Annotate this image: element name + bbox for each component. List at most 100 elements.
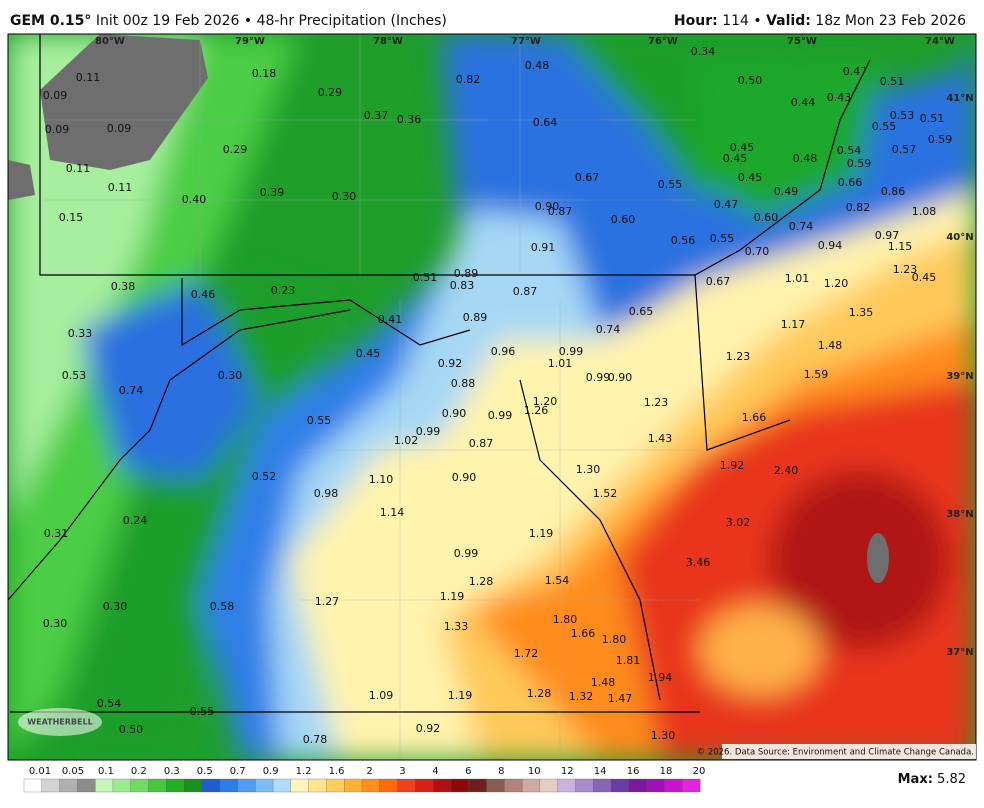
longitude-label: 79°W [235,36,265,47]
precip-label: 0.30 [218,369,243,382]
precip-label: 0.97 [875,229,900,242]
precip-label: 1.43 [648,432,673,445]
latitude-label: 37°N [946,647,973,658]
precip-label: 1.19 [440,590,465,603]
precip-label: 0.47 [843,65,868,78]
header-left: GEM 0.15° Init 00z 19 Feb 2026 • 48-hr P… [10,13,447,29]
precip-label: 1.14 [380,506,405,519]
precip-label: 1.19 [448,689,473,702]
precip-label: 0.51 [880,75,905,88]
precip-label: 0.09 [43,89,68,102]
precip-label: 0.82 [456,73,481,86]
precip-label: 0.51 [413,271,438,284]
precip-label: 0.90 [442,407,467,420]
precip-label: 0.11 [76,71,101,84]
precip-label: 0.89 [463,311,488,324]
colorbar-swatch [183,778,203,793]
precip-label: 0.11 [108,181,133,194]
precip-label: 0.34 [691,45,716,58]
max: Max: 5.82 [898,772,966,787]
max-label: Max: [898,772,933,787]
precip-label: 0.36 [397,113,422,126]
latitude-label: 39°N [946,371,973,382]
colorbar-swatch [308,778,327,793]
colorbar-swatch [433,778,452,793]
colorbar-label: 0.01 [29,766,51,777]
precip-label: 0.23 [271,284,296,297]
precip-label: 1.80 [602,633,627,646]
precip-label: 0.96 [491,345,516,358]
precip-label: 0.37 [364,109,389,122]
colorbar-swatch [628,778,648,793]
logo: WEATHERBELL [27,718,92,727]
colorbar-swatch [344,778,363,793]
colorbar-label: 10 [528,766,541,777]
precip-label: 1.09 [369,689,394,702]
colorbar-label: 0.05 [62,766,84,777]
colorbar-swatch [468,778,487,793]
colorbar-swatch [237,778,256,793]
precip-label: 1.15 [888,240,913,253]
precip-label: 1.08 [912,205,937,218]
colorbar-swatch [130,778,149,793]
precip-label: 0.98 [314,487,339,500]
precip-label: 0.46 [191,288,216,301]
precip-label: 1.32 [569,690,594,703]
colorbar-swatch [361,778,381,793]
longitude-label: 75°W [787,36,817,47]
precip-label: 0.87 [513,285,538,298]
precip-label: 1.23 [893,263,918,276]
precip-label: 0.60 [611,213,636,226]
precip-label: 0.89 [454,267,479,280]
map-frame [7,33,977,761]
precip-label: 1.80 [553,613,578,626]
precip-label: 1.72 [514,647,539,660]
precip-label: 0.55 [658,178,683,191]
colorbar-label: 0.5 [197,766,213,777]
precip-label: 1.94 [648,671,673,684]
precip-label: 0.45 [723,152,748,165]
precip-label: 1.66 [742,411,767,424]
precip-label: 0.70 [745,245,770,258]
colorbar-swatch [504,778,523,793]
precip-label: 0.18 [252,67,277,80]
colorbar-label: 3 [399,766,405,777]
colorbar-swatch [646,778,665,793]
precip-label: 0.48 [793,152,818,165]
hour: 114 [722,13,749,29]
precip-label: 0.51 [920,112,945,125]
colorbar-label: 0.3 [164,766,180,777]
precip-label: 0.31 [44,527,69,540]
precip-label: 0.45 [356,347,381,360]
precip-label: 0.39 [260,186,285,199]
precip-label: 0.30 [43,617,68,630]
logo-bg [18,708,102,736]
precip-label: 1.54 [545,574,570,587]
colorbar-swatch [112,778,132,793]
colorbar-label: 6 [465,766,471,777]
precip-label: 1.28 [469,575,494,588]
precip-label: 1.23 [726,350,751,363]
latitude-label: 41°N [946,93,973,104]
colorbar-swatch [255,778,274,793]
precip-label: 0.64 [533,116,558,129]
precip-label: 0.54 [837,144,862,157]
colorbar-swatch [397,778,416,793]
precip-label: 0.09 [107,122,132,135]
precip-label: 1.10 [369,473,394,486]
precip-label: 1.20 [824,277,849,290]
colorbar-swatch [290,778,310,793]
precip-label: 1.30 [651,729,676,742]
credit-bg [722,744,976,759]
precip-label: 1.48 [818,339,843,352]
precip-label: 1.23 [644,396,669,409]
header-right: Hour: 114 • Valid: 18z Mon 23 Feb 2026 [674,13,966,29]
colorbar-label: 0.1 [98,766,114,777]
precip-label: 0.47 [714,198,739,211]
latitude-label: 40°N [946,232,973,243]
precip-label: 0.49 [774,185,799,198]
credit: © 2026. Data Source: Environment and Cli… [697,748,974,758]
valid: 18z Mon 23 Feb 2026 [815,13,966,29]
precip-label: 3.02 [726,516,751,529]
precip-label: 0.90 [535,200,560,213]
